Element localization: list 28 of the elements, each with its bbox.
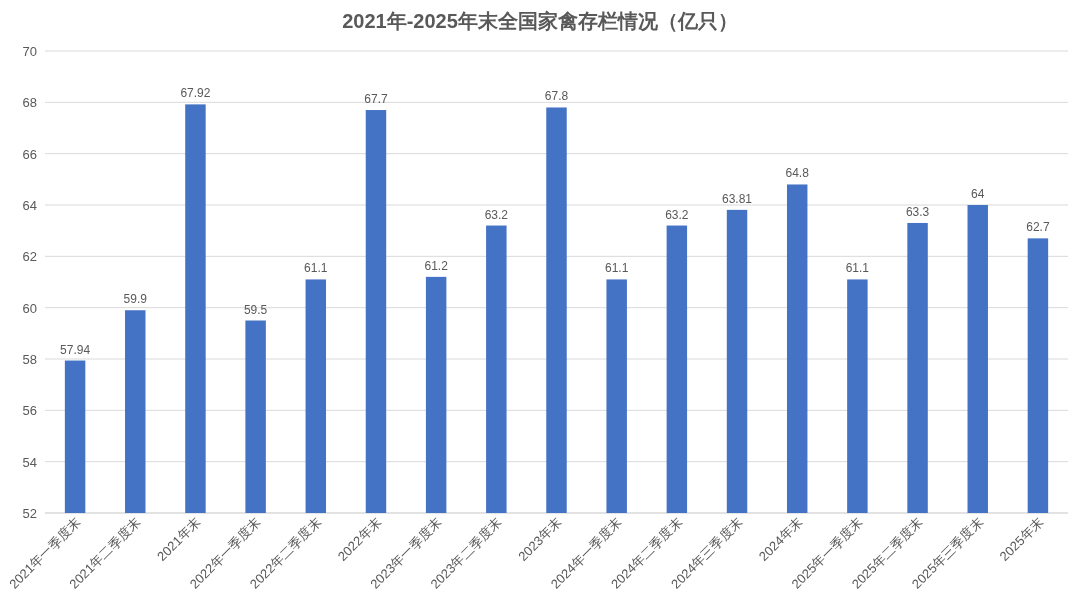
data-label: 63.81 bbox=[722, 191, 753, 206]
y-tick-label: 64 bbox=[22, 198, 37, 213]
y-tick-label: 62 bbox=[22, 249, 37, 265]
y-tick-label: 68 bbox=[22, 95, 37, 111]
y-tick-label: 66 bbox=[22, 146, 37, 162]
y-tick-label: 58 bbox=[22, 352, 37, 367]
data-label: 63.2 bbox=[665, 207, 689, 222]
data-label: 67.8 bbox=[544, 89, 569, 104]
data-label: 57.94 bbox=[60, 342, 91, 357]
data-label: 63.3 bbox=[905, 204, 930, 219]
data-label: 63.2 bbox=[484, 207, 509, 222]
y-tick-label: 70 bbox=[22, 44, 37, 59]
data-label: 67.92 bbox=[180, 86, 211, 101]
y-tick-label: 60 bbox=[22, 300, 37, 316]
data-label: 61.2 bbox=[424, 258, 449, 273]
data-label: 67.7 bbox=[364, 92, 388, 107]
data-label: 59.9 bbox=[123, 292, 148, 307]
y-tick-label: 52 bbox=[22, 506, 37, 521]
data-label: 59.5 bbox=[243, 302, 268, 317]
data-label: 61.1 bbox=[304, 261, 328, 276]
chart-title: 2021年-2025年末全国家禽存栏情况（亿只） bbox=[342, 10, 738, 32]
data-label: 61.1 bbox=[605, 261, 629, 276]
data-label: 62.7 bbox=[1026, 220, 1050, 235]
y-tick-label: 54 bbox=[22, 454, 37, 470]
data-label: 64.8 bbox=[785, 166, 810, 181]
data-label: 64 bbox=[971, 187, 985, 201]
y-tick-label: 56 bbox=[22, 403, 37, 419]
data-label: 61.1 bbox=[845, 261, 870, 276]
